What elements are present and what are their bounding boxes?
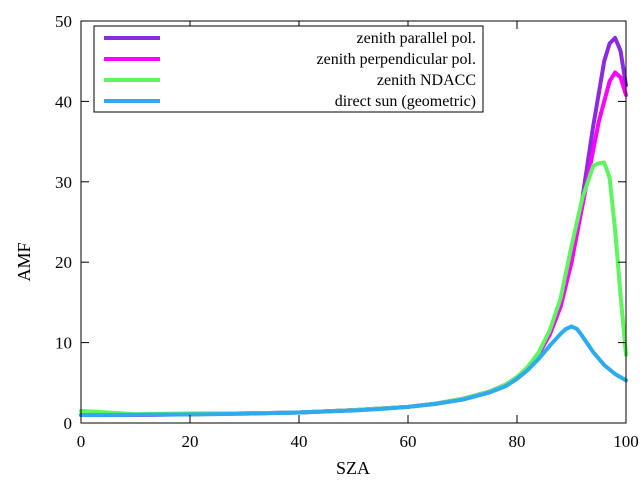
y-tick-label: 0 [64, 414, 73, 433]
axes-layer: 0 20 40 60 80 100 0 10 20 30 40 50 [55, 12, 639, 451]
series-layer [79, 35, 628, 417]
legend-label-3: zenith NDACC [377, 72, 476, 89]
x-tick-label: 60 [400, 432, 417, 451]
y-tick-label: 20 [55, 253, 72, 272]
x-tick-label: 40 [291, 432, 308, 451]
y-tick-label: 30 [55, 173, 72, 192]
legend-box [93, 25, 484, 113]
series-line-4 [79, 324, 628, 417]
legend-label-1: zenith parallel pol. [356, 30, 476, 47]
y-tick-label: 10 [55, 334, 72, 353]
x-tick-label: 80 [509, 432, 526, 451]
legend-label-4: direct sun (geometric) [335, 93, 476, 110]
y-tick-label: 40 [55, 92, 72, 111]
x-axis-label: SZA [336, 458, 370, 478]
x-tick-label: 20 [182, 432, 199, 451]
y-axis-label: AMF [14, 242, 34, 281]
legend: zenith parallel pol. zenith perpendicular… [93, 25, 484, 113]
plot-frame [80, 20, 627, 424]
legend-label-2: zenith perpendicular pol. [317, 51, 477, 68]
x-tick-label: 100 [613, 432, 639, 451]
y-tick-label: 50 [55, 12, 72, 31]
x-tick-label: 0 [77, 432, 86, 451]
